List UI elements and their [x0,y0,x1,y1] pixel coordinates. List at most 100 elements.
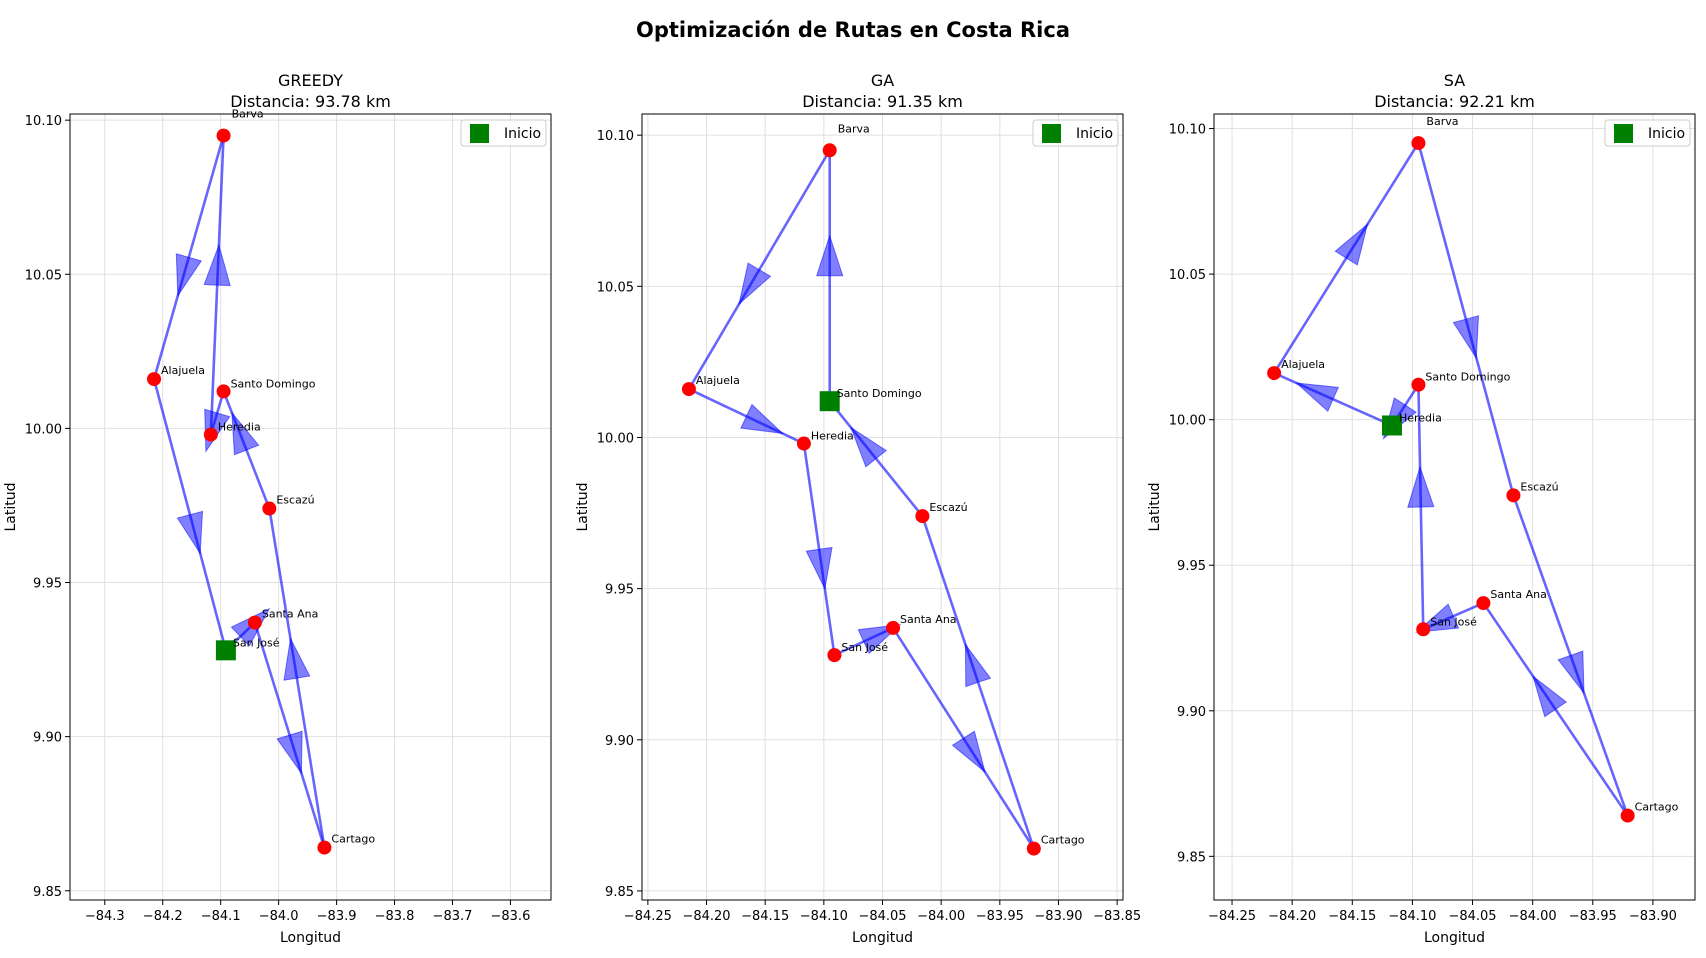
y-tick-label: 9.95 [605,583,634,598]
start-marker [215,640,236,661]
x-tick-label: −84.2 [143,909,183,924]
ga-panel: GA Distancia: 91.35 km Barva Alajuela Santo … [575,71,1141,946]
city-marker-san-jose [827,648,842,663]
city-marker-santo-domingo [216,384,231,399]
x-tick-label: −84.10 [1388,909,1436,924]
route-arrow [283,637,311,681]
city-label-escazu: Escazú [1520,480,1558,493]
route-arrow [231,411,260,456]
x-axis-label: Longitud [1424,930,1485,946]
panel-subtitle: Distancia: 92.21 km [1374,92,1535,111]
x-tick-label: −84.10 [800,909,848,924]
city-label-san-jose: San José [1430,615,1477,628]
y-tick-label: 9.90 [1177,705,1206,720]
route-arrow [1334,222,1369,266]
figure-title: Optimización de Rutas en Costa Rica [636,18,1070,42]
y-tick-label: 10.00 [25,422,62,437]
x-tick-label: −84.05 [858,909,906,924]
city-marker-cartago [1620,808,1635,823]
city-label-cartago: Cartago [331,833,375,846]
x-axis-label: Longitud [280,930,341,946]
city-label-san-jose: San José [233,636,280,649]
x-tick-label: −83.8 [375,909,415,924]
y-tick-label: 10.10 [25,114,62,129]
start-marker [819,391,840,412]
x-tick-label: −83.95 [976,909,1024,924]
route [1273,142,1629,817]
route [152,135,326,848]
y-tick-label: 9.95 [33,577,62,592]
city-marker-santa-ana [1476,596,1491,611]
city-label-san-jose: San José [841,641,888,654]
legend-label: Inicio [504,126,541,142]
city-label-cartago: Cartago [1041,834,1085,847]
route-arrow [1452,315,1480,360]
x-tick-label: −84.00 [1509,909,1557,924]
y-axis-label: Latitud [1147,482,1163,531]
city-label-cartago: Cartago [1635,801,1679,814]
y-tick-label: 10.10 [597,129,634,144]
legend: Inicio [1032,119,1119,147]
x-tick-label: −83.90 [1629,909,1677,924]
city-marker-escazu [1506,488,1521,503]
x-tick-label: −83.9 [317,909,357,924]
city-marker-santa-ana [247,615,262,630]
city-marker-san-jose [1416,622,1431,637]
x-tick-label: −83.6 [491,909,531,924]
x-tick-label: −84.15 [1328,909,1376,924]
x-tick-label: −84.05 [1448,909,1496,924]
panel-title: GREEDY [278,71,343,90]
city-marker-alajuela [681,382,696,397]
x-tick-label: −83.85 [1093,909,1141,924]
panel-subtitle: Distancia: 93.78 km [230,92,391,111]
legend-marker [1042,124,1061,143]
legend-label: Inicio [1076,126,1113,142]
city-marker-cartago [317,840,332,855]
x-tick-label: −84.25 [624,909,672,924]
city-marker-heredia [796,436,811,451]
city-label-heredia: Heredia [811,430,854,443]
city-marker-barva [216,128,231,143]
x-tick-label: −84.20 [682,909,730,924]
route-arrow [740,403,785,435]
city-label-heredia: Heredia [218,421,261,434]
x-axis-label: Longitud [852,930,913,946]
route-arrow [203,243,231,287]
city-marker-escazu [262,501,277,516]
start-marker [1381,415,1402,436]
route [687,149,1036,850]
x-tick-label: −84.00 [917,909,965,924]
city-marker-santo-domingo [1411,377,1426,392]
route-arrow [805,546,833,591]
y-tick-label: 9.95 [1177,559,1206,574]
x-tick-label: −83.90 [1034,909,1082,924]
x-tick-label: −83.7 [433,909,473,924]
y-tick-label: 10.05 [597,280,634,295]
city-label-barva: Barva [838,122,870,135]
axes-frame [1213,113,1696,901]
y-axis-label: Latitud [3,482,19,531]
city-label-heredia: Heredia [1399,411,1442,424]
route-arrow [816,234,844,277]
x-tick-label: −84.25 [1208,909,1256,924]
city-label-santo-domingo: Santo Domingo [837,387,922,400]
y-tick-label: 10.10 [1169,123,1206,138]
route-arrow [1557,650,1585,695]
route-arrow [964,642,992,688]
legend: Inicio [1604,119,1691,147]
city-marker-alajuela [147,372,162,387]
city-marker-barva [1411,136,1426,151]
route-arrow [1295,382,1340,413]
panel-subtitle: Distancia: 91.35 km [802,92,963,111]
city-marker-heredia [203,427,218,442]
city-marker-alajuela [1267,366,1282,381]
route-arrow [1407,465,1435,508]
city-label-alajuela: Alajuela [161,364,205,377]
route-arrow [849,426,888,468]
x-tick-label: −84.20 [1268,909,1316,924]
city-label-barva: Barva [1426,115,1458,128]
y-tick-label: 10.00 [1169,414,1206,429]
y-axis-label: Latitud [575,482,591,531]
